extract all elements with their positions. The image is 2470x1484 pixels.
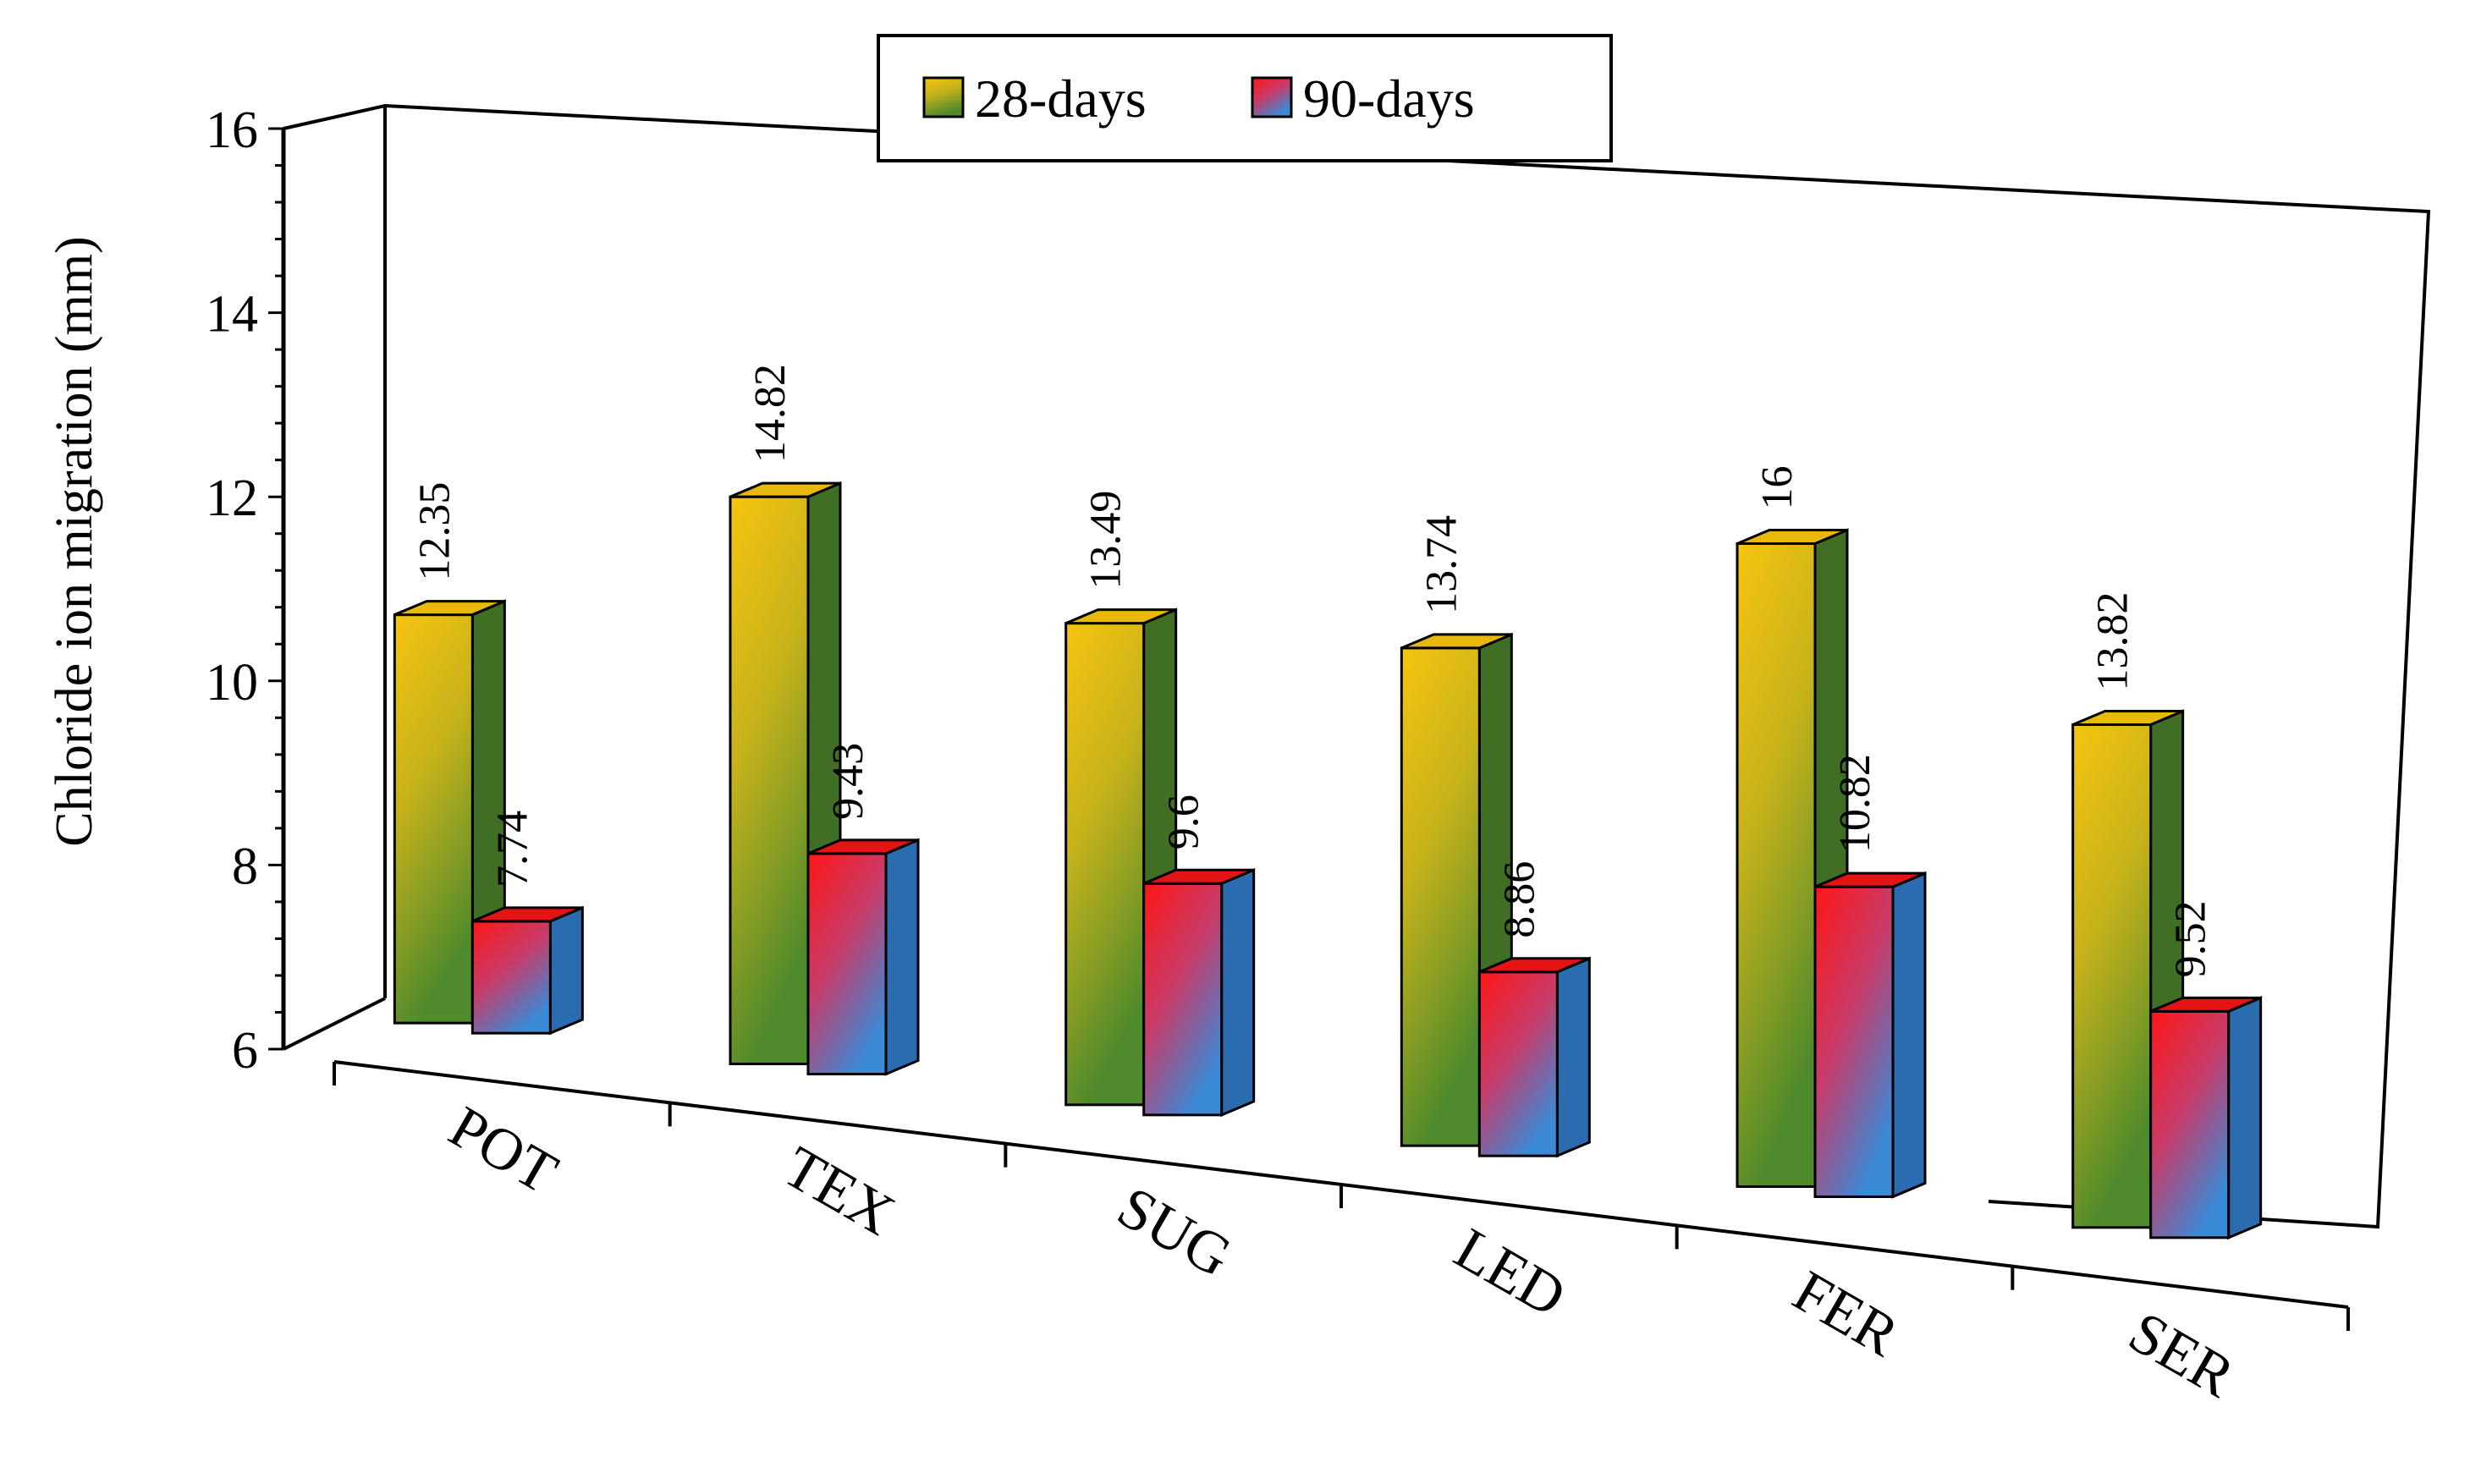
- y-tick-label: 14: [206, 286, 258, 344]
- bar-side: [1555, 956, 1591, 1158]
- x-axis: POT TEX SUG LED FER SER: [333, 1060, 2350, 1410]
- y-tick-label: 12: [206, 470, 258, 527]
- category-label-pot: POT: [438, 1094, 568, 1206]
- bars: [393, 481, 2263, 1240]
- bar-top: [1065, 608, 1177, 625]
- data-label-tex-28-days: 14.82: [746, 364, 795, 463]
- legend-label-28-days: 28-days: [975, 69, 1147, 129]
- y-tick-label: 10: [206, 654, 258, 712]
- bar-led-90-days: [1477, 956, 1591, 1158]
- bar-side: [1891, 871, 1927, 1199]
- data-label-pot-28-days: 12.35: [410, 482, 459, 581]
- bar-front: [1736, 542, 1817, 1188]
- legend-item-28-days: 28-days: [922, 69, 1147, 129]
- bar-side: [548, 905, 584, 1036]
- bar-front: [806, 852, 888, 1075]
- data-label-tex-90-days: 9.43: [824, 743, 872, 820]
- data-label-led-90-days: 8.86: [1495, 861, 1543, 938]
- data-label-fer-90-days: 10.82: [1831, 754, 1879, 853]
- y-axis-title: Chloride ion migration (mm): [46, 236, 103, 847]
- data-label-sug-90-days: 9.6: [1160, 794, 1208, 849]
- legend-box: [877, 34, 1613, 162]
- bar-front: [470, 920, 552, 1035]
- legend-swatch-90-days: [1251, 76, 1293, 118]
- bar-front: [1064, 622, 1146, 1107]
- data-label-ser-28-days: 13.82: [2089, 592, 2137, 691]
- bar-ser-90-days: [2149, 996, 2263, 1240]
- data-label-led-28-days: 13.74: [1417, 515, 1466, 614]
- bar-top: [1478, 957, 1590, 974]
- bar-top: [1736, 529, 1848, 545]
- legend-item-90-days: 90-days: [1251, 69, 1475, 129]
- bar-side: [2227, 996, 2263, 1240]
- category-label-fer: FER: [1782, 1259, 1909, 1370]
- bar-top: [807, 838, 919, 855]
- bar-led-28-days: [1400, 632, 1513, 1148]
- bar-front: [2071, 723, 2153, 1229]
- bar-fer-90-days: [1813, 871, 1927, 1199]
- bar-top: [1143, 868, 1255, 885]
- bar-front: [393, 613, 474, 1025]
- bar-top: [1814, 871, 1926, 888]
- category-label-led: LED: [1444, 1216, 1576, 1330]
- legend-label-90-days: 90-days: [1303, 69, 1475, 129]
- category-label-ser: SER: [2118, 1300, 2245, 1410]
- bar-side: [884, 838, 920, 1076]
- y-tick-label: 16: [206, 102, 258, 159]
- bar-front: [1477, 970, 1559, 1157]
- bar-front: [2149, 1009, 2231, 1239]
- bar-sug-90-days: [1142, 867, 1256, 1118]
- bar-top: [729, 481, 841, 498]
- bar-front: [1142, 882, 1224, 1117]
- data-labels: 12.35 7.74 14.82 9.43 13.49 9.6 13.74 8.86 16 10.…: [410, 364, 2214, 977]
- bar-front: [729, 495, 810, 1065]
- y-axis: 6 8 10 12 14 16: [206, 102, 286, 1080]
- data-label-fer-28-days: 16: [1753, 466, 1802, 510]
- bar-top: [1400, 633, 1512, 650]
- bar-front: [1400, 646, 1481, 1147]
- floor-left-edge: [283, 997, 386, 1051]
- bar-top: [471, 906, 583, 923]
- bar-top: [2150, 996, 2262, 1013]
- category-label-sug: SUG: [1107, 1174, 1242, 1290]
- bar-top: [393, 600, 505, 617]
- data-label-sug-28-days: 13.49: [1082, 491, 1130, 590]
- bar-top: [2072, 710, 2184, 727]
- legend-swatch-28-days: [922, 76, 965, 118]
- bar-tex-90-days: [806, 838, 920, 1076]
- bar-pot-90-days: [470, 905, 584, 1036]
- data-label-pot-90-days: 7.74: [488, 811, 536, 888]
- bar-side: [1220, 867, 1256, 1118]
- legend: 28-days 90-days: [877, 34, 1613, 162]
- y-tick-label: 6: [232, 1022, 258, 1080]
- bar-front: [1813, 885, 1895, 1199]
- category-label-tex: TEX: [773, 1135, 905, 1249]
- y-tick-label: 8: [232, 838, 258, 895]
- data-label-ser-90-days: 9.52: [2167, 900, 2215, 977]
